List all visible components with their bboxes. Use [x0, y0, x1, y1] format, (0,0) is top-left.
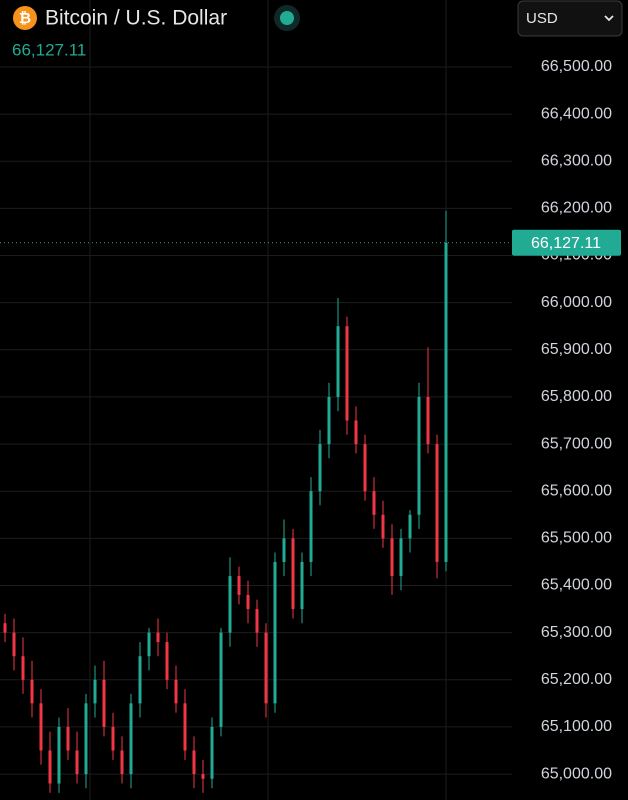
candle-body — [264, 632, 268, 704]
candle-body — [75, 750, 79, 775]
candle-body — [21, 656, 25, 680]
candle-body — [363, 444, 367, 492]
header-price: 66,127.11 — [12, 40, 86, 59]
candle-body — [192, 750, 196, 775]
candle-body — [102, 679, 106, 727]
y-tick-label: 65,700.00 — [541, 435, 612, 452]
candle-body — [381, 514, 385, 539]
y-tick-label: 66,400.00 — [541, 105, 612, 122]
candle-body — [255, 609, 259, 633]
candle-body — [291, 538, 295, 610]
candle-body — [372, 491, 376, 515]
candle-body — [147, 632, 151, 657]
candle-body — [210, 726, 214, 779]
last-price-box — [512, 229, 621, 256]
coin-icon — [13, 6, 37, 30]
candle-body — [246, 594, 250, 610]
candle-body — [156, 632, 160, 643]
candle-body — [408, 514, 412, 539]
candle-body — [48, 750, 52, 784]
last-price-label: 66,127.11 — [531, 235, 601, 252]
candle-body — [66, 726, 70, 751]
candle-body — [228, 576, 232, 633]
candle-body — [336, 326, 340, 397]
chart-title: Bitcoin / U.S. Dollar — [45, 7, 227, 30]
candle-body — [282, 538, 286, 562]
candle-body — [390, 538, 394, 577]
candle-body — [3, 623, 7, 633]
candle-body — [273, 561, 277, 704]
y-tick-label: 65,600.00 — [541, 482, 612, 499]
candle-body — [12, 632, 16, 657]
candle-body — [39, 703, 43, 751]
candle-body — [399, 538, 403, 577]
candle-body — [444, 242, 448, 562]
currency-label[interactable]: USD — [526, 10, 558, 27]
candle-body — [93, 679, 97, 704]
header: ₿ Bitcoin / U.S. Dollar 66,127.11 USD — [12, 0, 623, 59]
candle-body — [165, 642, 169, 680]
coin-symbol: ₿ — [19, 10, 31, 27]
y-tick-label: 65,500.00 — [541, 530, 612, 547]
candle-body — [174, 679, 178, 704]
candle-body — [435, 444, 439, 562]
candle-body — [138, 656, 142, 704]
candle-body — [300, 561, 304, 610]
y-tick-label: 65,800.00 — [541, 388, 612, 405]
candle-body — [219, 632, 223, 727]
candle-body — [30, 679, 34, 704]
currency-select[interactable] — [517, 0, 623, 37]
candle-body — [237, 576, 241, 595]
candle-body — [345, 326, 349, 421]
status-dot — [280, 11, 294, 25]
y-tick-label: 65,900.00 — [541, 341, 612, 358]
candle-body — [84, 703, 88, 775]
y-tick-label: 65,400.00 — [541, 577, 612, 594]
candle-body — [129, 703, 133, 775]
candle-body — [354, 420, 358, 445]
y-tick-label: 66,000.00 — [541, 294, 612, 311]
y-tick-label: 65,200.00 — [541, 671, 612, 688]
y-tick-label: 66,200.00 — [541, 200, 612, 217]
candle-body — [57, 726, 61, 784]
candle-body — [417, 396, 421, 515]
candle-body — [426, 396, 430, 445]
y-tick-label: 66,300.00 — [541, 152, 612, 169]
y-tick-label: 66,500.00 — [541, 58, 612, 75]
candle-body — [111, 726, 115, 751]
candle-body — [120, 750, 124, 775]
candle-body — [309, 491, 313, 562]
candle-body — [318, 444, 322, 492]
candle-body — [183, 703, 187, 751]
dropdown-chevron — [604, 15, 614, 22]
candle-body — [327, 396, 331, 445]
y-tick-label: 65,100.00 — [541, 718, 612, 735]
candle-body — [201, 774, 205, 779]
y-tick-label: 65,300.00 — [541, 624, 612, 641]
y-tick-label: 65,000.00 — [541, 765, 612, 782]
